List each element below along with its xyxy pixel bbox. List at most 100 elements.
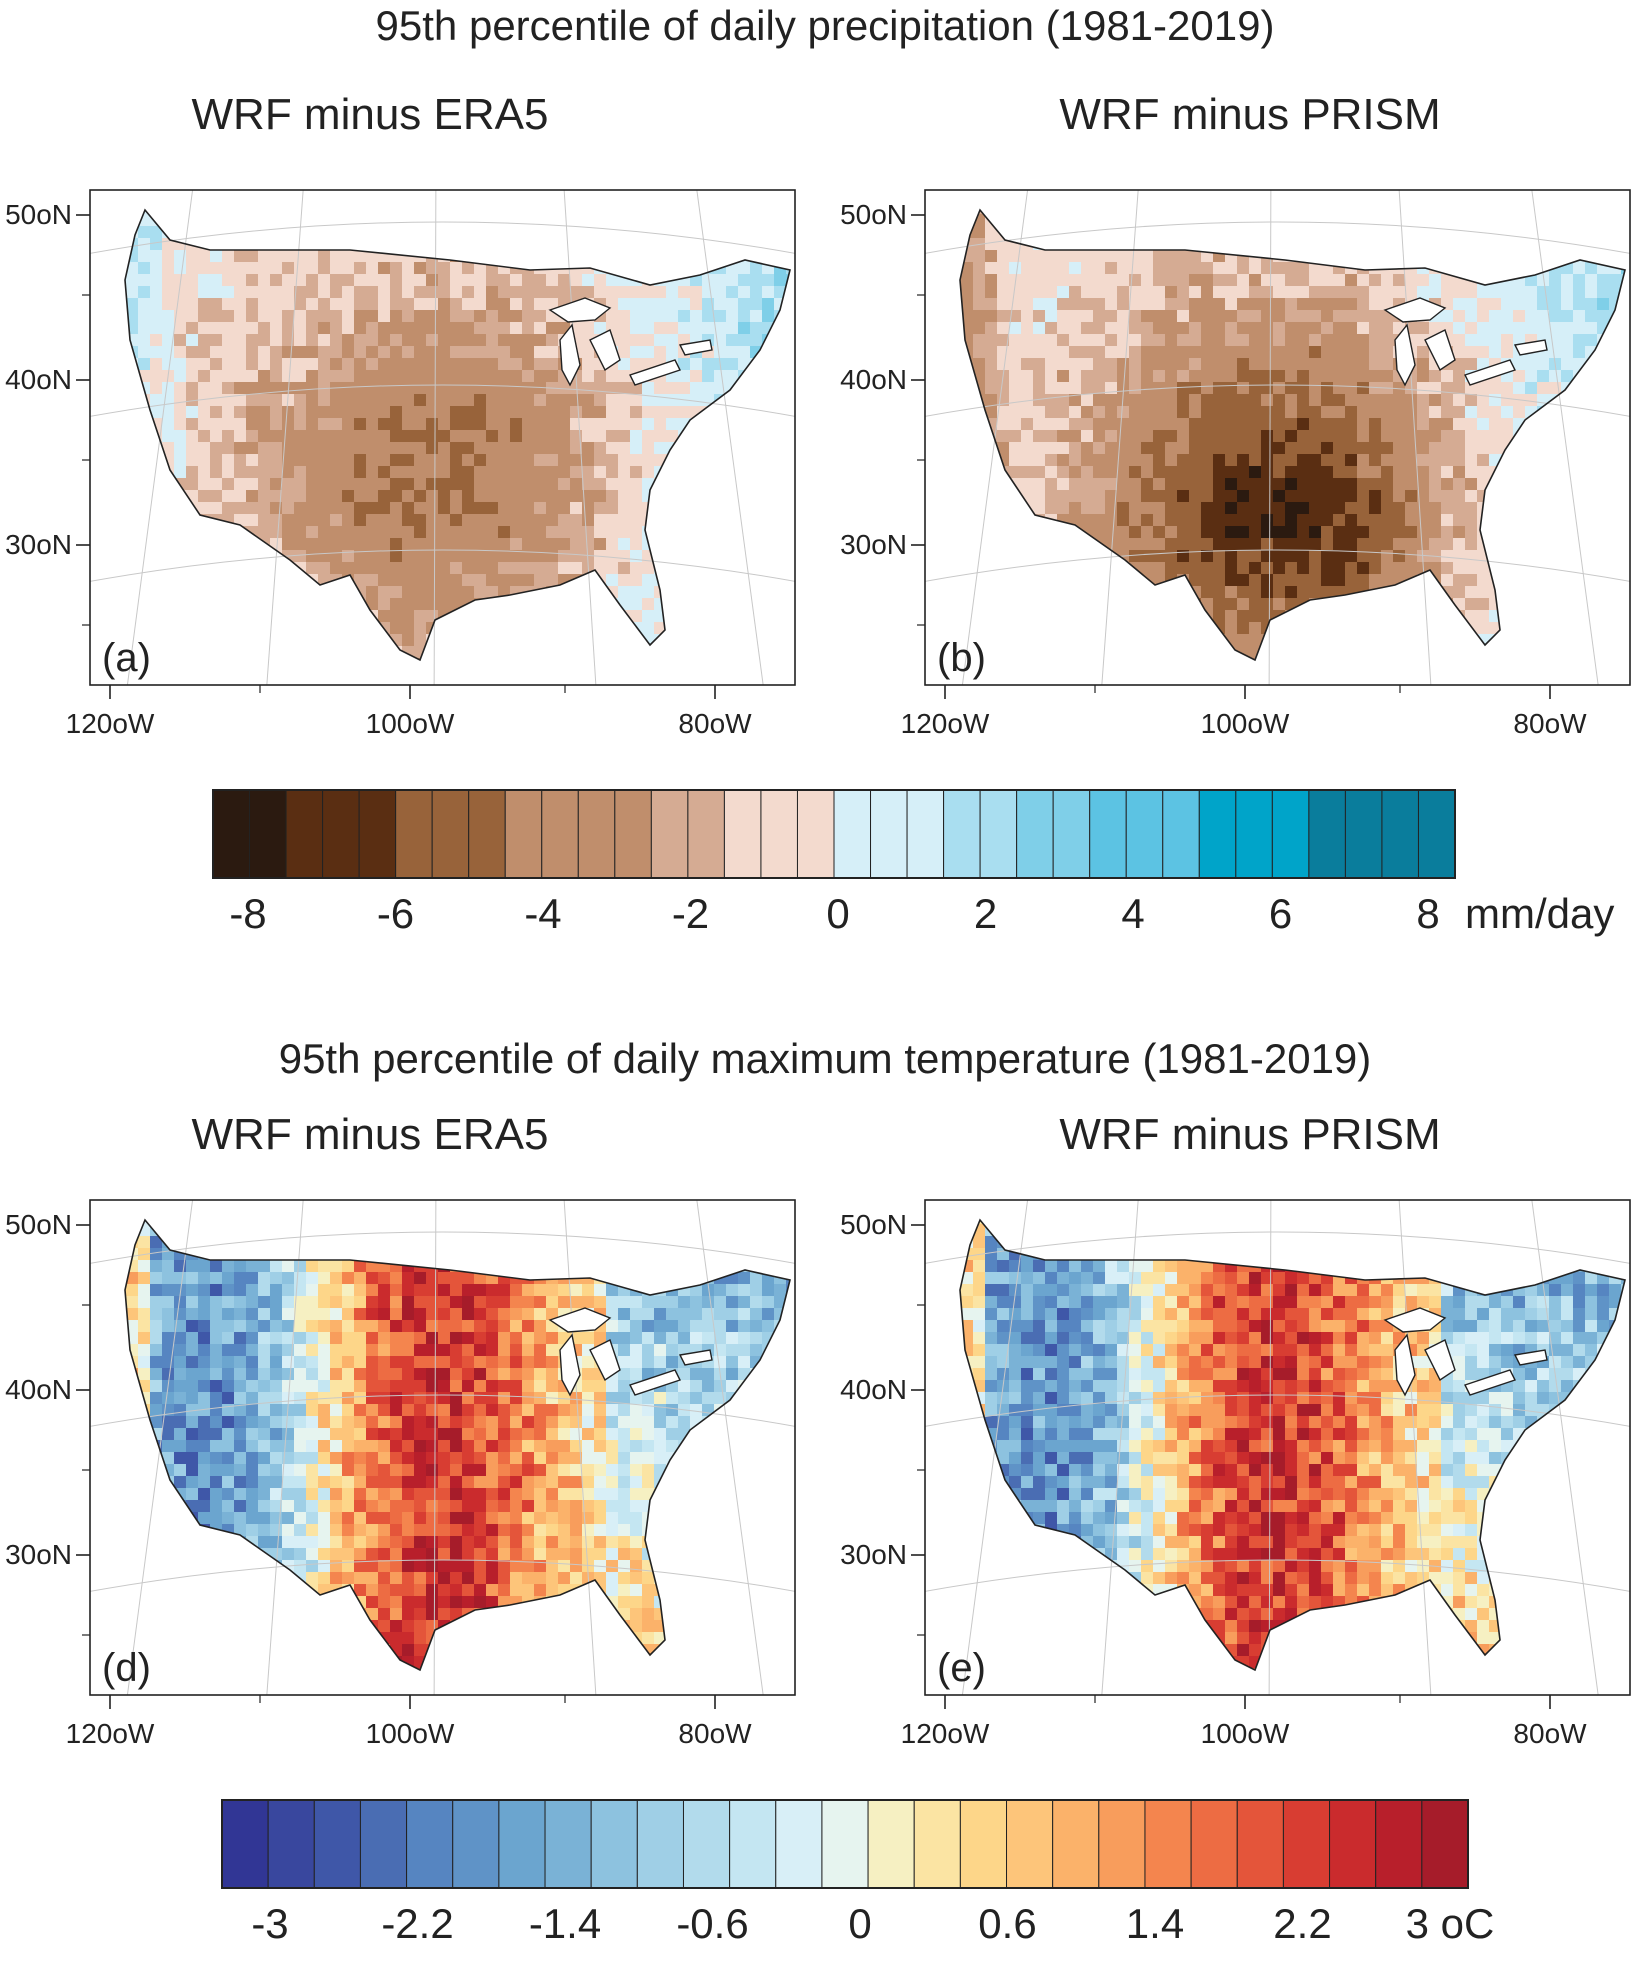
grid-cell: [1465, 670, 1478, 683]
grid-cell: [318, 514, 331, 527]
grid-cell: [234, 682, 247, 695]
grid-cell: [606, 502, 619, 515]
grid-cell: [690, 430, 703, 443]
grid-cell: [114, 286, 127, 299]
grid-cell: [150, 634, 163, 647]
grid-cell: [937, 454, 950, 467]
grid-cell: [510, 406, 523, 419]
grid-cell: [1273, 454, 1286, 467]
grid-cell: [1261, 274, 1274, 287]
grid-cell: [186, 634, 199, 647]
grid-cell: [642, 262, 655, 275]
grid-cell: [210, 250, 223, 263]
grid-cell: [1033, 634, 1046, 647]
grid-cell: [702, 538, 715, 551]
grid-cell: [1261, 406, 1274, 419]
grid-cell: [714, 634, 727, 647]
grid-cell: [949, 550, 962, 563]
grid-cell: [486, 598, 499, 611]
grid-cell: [1489, 418, 1502, 431]
grid-cell: [138, 286, 151, 299]
grid-cell: [126, 214, 139, 227]
grid-cell: [138, 574, 151, 587]
grid-cell: [1249, 490, 1262, 503]
grid-cell: [1081, 442, 1094, 455]
grid-cell: [1129, 442, 1142, 455]
grid-cell: [390, 286, 403, 299]
grid-cell: [1609, 526, 1622, 539]
grid-cell: [522, 526, 535, 539]
grid-cell: [342, 682, 355, 695]
grid-cell: [342, 502, 355, 515]
grid-cell: [90, 670, 103, 683]
grid-cell: [1513, 250, 1526, 263]
grid-cell: [1357, 658, 1370, 671]
grid-cell: [973, 610, 986, 623]
grid-cell: [973, 250, 986, 263]
grid-cell: [925, 202, 938, 215]
grid-cell: [738, 262, 751, 275]
grid-cell: [546, 574, 559, 587]
grid-cell: [294, 334, 307, 347]
grid-cell: [1141, 466, 1154, 479]
grid-cell: [510, 418, 523, 431]
grid-cell: [1369, 286, 1382, 299]
grid-cell: [678, 382, 691, 395]
grid-cell: [1045, 406, 1058, 419]
grid-cell: [114, 310, 127, 323]
grid-cell: [1321, 646, 1334, 659]
grid-cell: [1597, 622, 1610, 635]
grid-cell: [150, 550, 163, 563]
grid-cell: [1405, 586, 1418, 599]
grid-cell: [246, 406, 259, 419]
grid-cell: [1549, 610, 1562, 623]
grid-cell: [1117, 190, 1130, 203]
grid-cell: [925, 394, 938, 407]
grid-cell: [1309, 574, 1322, 587]
grid-cell: [1345, 646, 1358, 659]
grid-cell: [450, 334, 463, 347]
grid-cell: [1501, 238, 1514, 251]
grid-cell: [1189, 190, 1202, 203]
grid-cell: [654, 202, 667, 215]
grid-cell: [162, 526, 175, 539]
grid-cell: [949, 466, 962, 479]
grid-cell: [1585, 238, 1598, 251]
grid-cell: [606, 550, 619, 563]
grid-cell: [1573, 646, 1586, 659]
grid-cell: [414, 358, 427, 371]
grid-cell: [690, 526, 703, 539]
grid-cell: [294, 190, 307, 203]
grid-cell: [1525, 622, 1538, 635]
grid-cell: [1129, 538, 1142, 551]
grid-cell: [750, 274, 763, 287]
grid-cell: [997, 466, 1010, 479]
grid-cell: [534, 598, 547, 611]
grid-cell: [198, 334, 211, 347]
grid-cell: [1489, 226, 1502, 239]
grid-cell: [1537, 670, 1550, 683]
grid-cell: [1549, 382, 1562, 395]
grid-cell: [1093, 346, 1106, 359]
grid-cell: [1585, 646, 1598, 659]
grid-cell: [1537, 286, 1550, 299]
grid-cell: [949, 190, 962, 203]
grid-cell: [474, 502, 487, 515]
grid-cell: [1297, 466, 1310, 479]
grid-cell: [1489, 442, 1502, 455]
grid-cell: [949, 430, 962, 443]
grid-cell: [90, 514, 103, 527]
grid-cell: [150, 238, 163, 251]
grid-cell: [150, 274, 163, 287]
grid-cell: [354, 670, 367, 683]
grid-cell: [786, 322, 799, 335]
grid-cell: [246, 682, 259, 695]
grid-cell: [1321, 322, 1334, 335]
grid-cell: [306, 598, 319, 611]
grid-cell: [354, 466, 367, 479]
grid-cell: [642, 346, 655, 359]
grid-cell: [606, 478, 619, 491]
grid-cell: [1345, 214, 1358, 227]
grid-cell: [1261, 562, 1274, 575]
